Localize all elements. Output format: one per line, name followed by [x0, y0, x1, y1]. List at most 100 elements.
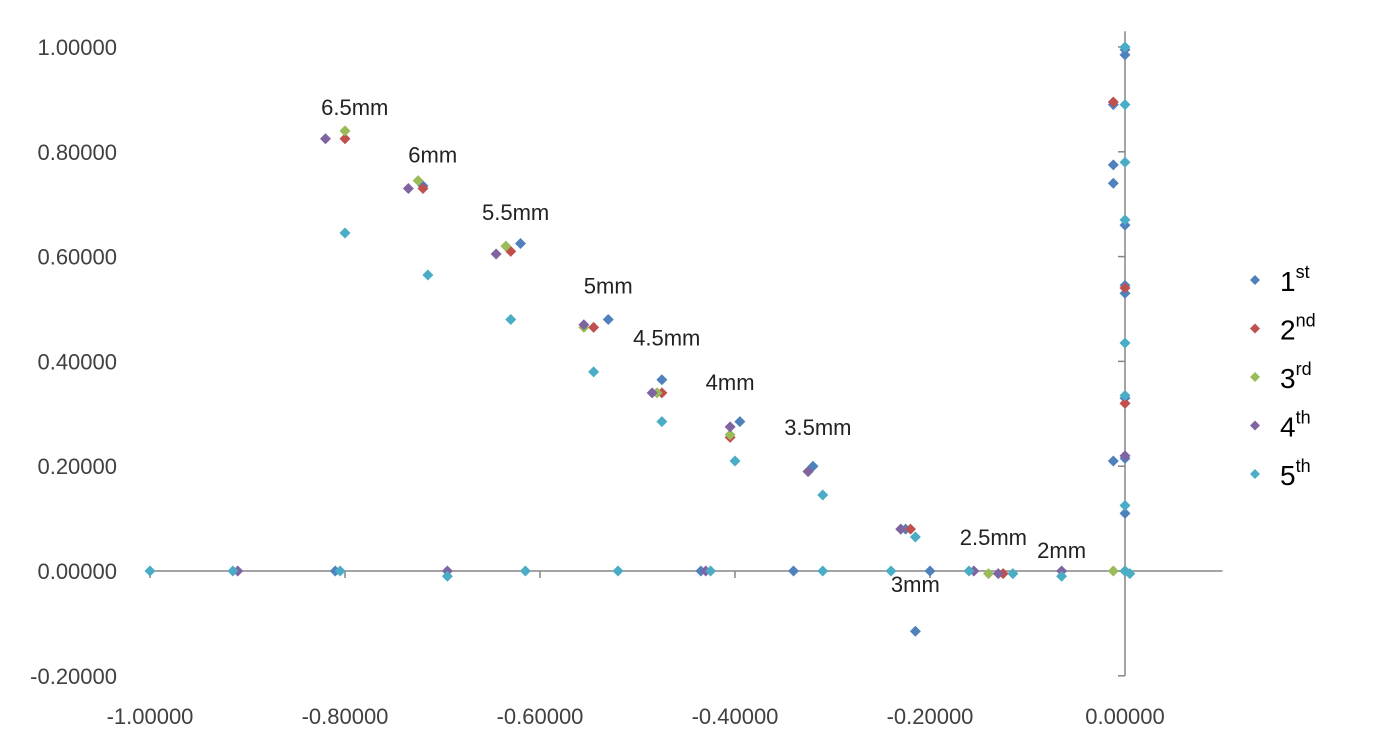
y-tick-label: 0.20000 [37, 454, 117, 479]
legend-marker [1250, 372, 1260, 382]
data-point [1107, 455, 1119, 467]
data-point [334, 565, 346, 577]
data-point [1107, 177, 1119, 189]
data-point [612, 565, 624, 577]
x-tick-label: -0.40000 [692, 704, 779, 729]
data-point [1119, 507, 1131, 519]
data-point [588, 321, 600, 333]
annotation-label: 6.5mm [321, 95, 388, 120]
data-point [1124, 568, 1136, 580]
y-tick-label: 0.40000 [37, 349, 117, 374]
data-point [905, 523, 916, 535]
x-tick-label: -0.60000 [497, 704, 584, 729]
y-tick-label: 1.00000 [37, 35, 117, 60]
data-point [602, 313, 614, 325]
data-point [909, 625, 921, 637]
legend-item: 4th [1250, 408, 1311, 443]
axes: -1.00000 -0.80000 -0.60000 -0.40000 -0.20000… [30, 31, 1223, 729]
legend-item: 2nd [1250, 311, 1316, 346]
x-tick-label: -1.00000 [107, 704, 194, 729]
legend: 1st 2nd 3rd 4th 5th [1250, 262, 1316, 491]
data-point [963, 565, 975, 577]
data-point [705, 565, 717, 577]
data-point [417, 182, 429, 194]
annotation-label: 2.5mm [960, 525, 1027, 550]
data-point [1119, 389, 1131, 401]
data-point [320, 133, 331, 145]
x-tick-label: -0.80000 [302, 704, 389, 729]
series-3rd [339, 125, 1131, 580]
data-point [656, 374, 668, 386]
data-point [724, 421, 736, 433]
annotation-label: 6mm [408, 142, 457, 167]
data-point [1119, 214, 1131, 226]
data-point [402, 182, 414, 194]
legend-marker [1250, 323, 1260, 334]
data-point [817, 489, 829, 501]
x-tick-label: 0.00000 [1085, 704, 1165, 729]
data-point [909, 531, 921, 543]
data-point [1119, 282, 1131, 294]
data-point [924, 565, 936, 577]
data-point [729, 455, 741, 467]
data-point [1007, 568, 1019, 580]
annotation-label: 5mm [584, 273, 633, 298]
data-point [983, 568, 994, 580]
data-point [500, 240, 512, 252]
legend-label: 3rd [1280, 359, 1312, 394]
legend-marker [1250, 275, 1260, 285]
data-point [227, 565, 239, 577]
legend-label: 4th [1280, 408, 1311, 443]
data-point [1056, 570, 1068, 582]
data-points [144, 41, 1136, 637]
data-point [1107, 565, 1119, 577]
data-point [515, 238, 526, 249]
legend-marker [1250, 420, 1260, 431]
data-point [1119, 156, 1131, 168]
annotation-label: 5.5mm [482, 200, 549, 225]
data-point [1107, 96, 1119, 108]
data-point [339, 125, 351, 137]
data-point [1119, 337, 1131, 349]
data-point [578, 319, 590, 331]
legend-marker [1250, 469, 1260, 479]
y-tick-label: -0.20000 [30, 664, 117, 689]
series-5th [144, 41, 1136, 582]
data-point [144, 565, 156, 577]
legend-label: 5th [1280, 456, 1311, 491]
y-tick-label: 0.00000 [37, 559, 117, 584]
y-tick-label: 0.60000 [37, 245, 117, 270]
annotation-label: 2mm [1037, 538, 1086, 563]
data-point [519, 565, 531, 577]
x-tick-label: -0.20000 [887, 704, 974, 729]
legend-item: 5th [1250, 456, 1311, 491]
y-tick-label: 0.80000 [37, 140, 117, 165]
data-point [817, 565, 829, 577]
data-point [1119, 99, 1131, 111]
data-point [656, 416, 668, 428]
data-point [490, 248, 502, 260]
data-point [734, 416, 746, 428]
data-point [885, 565, 897, 577]
data-point [1107, 159, 1119, 171]
data-point [895, 523, 907, 535]
data-point [339, 227, 351, 239]
legend-item: 3rd [1250, 359, 1312, 394]
annotation-label: 4mm [706, 370, 755, 395]
series-2nd [339, 96, 1131, 580]
legend-item: 1st [1250, 262, 1310, 297]
data-point [802, 465, 814, 477]
annotation-label: 3.5mm [784, 415, 851, 440]
data-point [724, 429, 736, 441]
data-point [992, 568, 1004, 580]
data-point [422, 269, 434, 281]
annotation-label: 3mm [891, 572, 940, 597]
data-point [588, 366, 600, 378]
legend-label: 2nd [1280, 311, 1316, 346]
data-point [1119, 397, 1131, 409]
data-point [1119, 450, 1131, 462]
series-4th [232, 133, 1131, 580]
data-point [505, 313, 517, 325]
